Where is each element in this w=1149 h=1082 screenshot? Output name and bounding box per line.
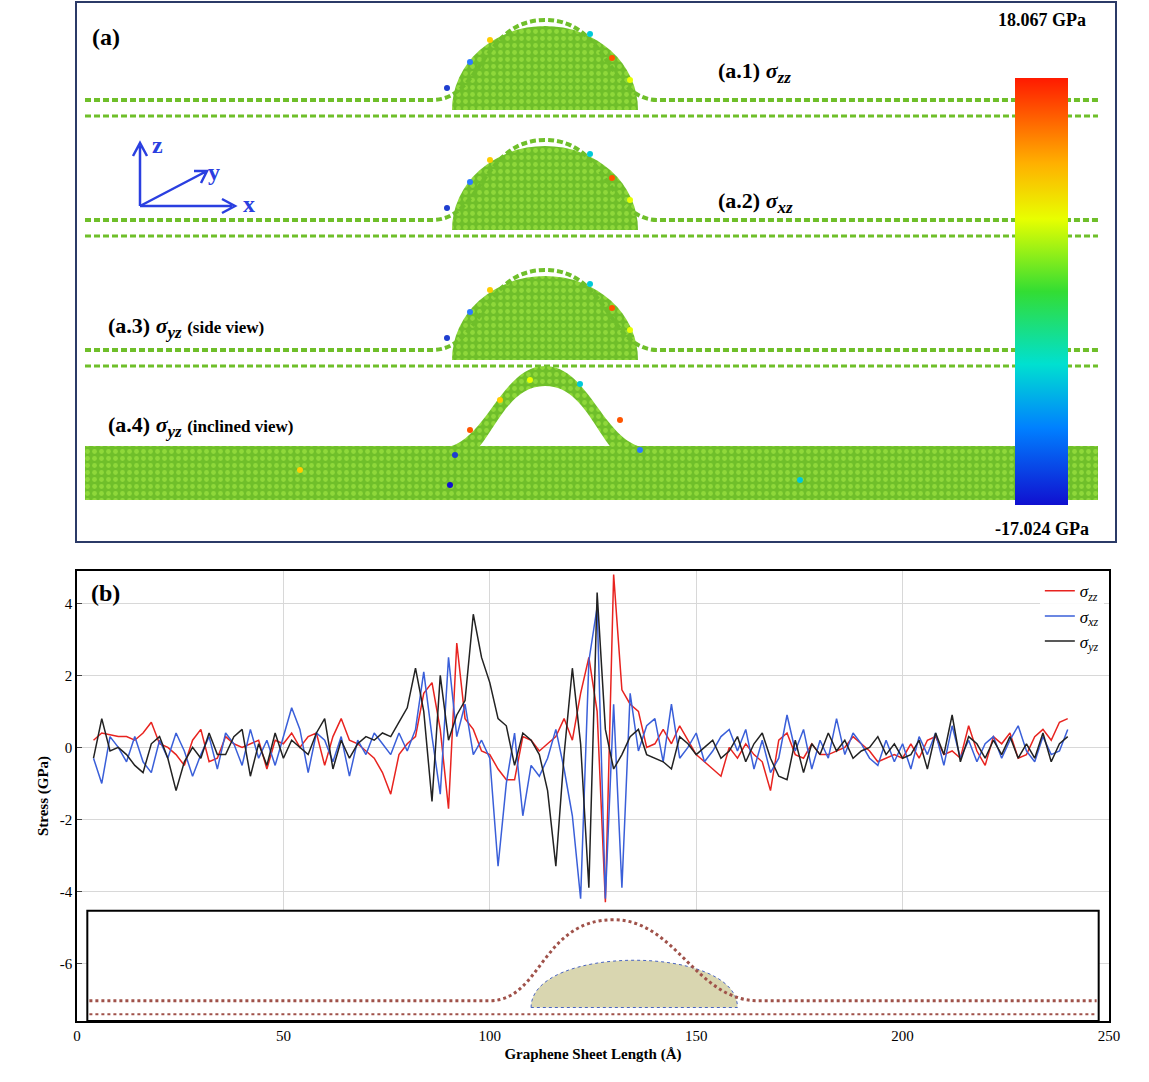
svg-text:(a.4) σyz (inclined view): (a.4) σyz (inclined view) <box>108 412 293 441</box>
svg-text:2: 2 <box>65 668 73 684</box>
svg-text:100: 100 <box>479 1028 502 1044</box>
svg-text:(a.2) σxz: (a.2) σxz <box>718 188 793 217</box>
svg-text:Graphene Sheet Length (Å): Graphene Sheet Length (Å) <box>504 1046 681 1063</box>
svg-text:(a.1) σzz: (a.1) σzz <box>718 58 791 87</box>
svg-text:x: x <box>243 191 255 217</box>
svg-text:-6: -6 <box>60 956 73 972</box>
svg-text:σ​xz​: σ​xz​ <box>1080 608 1099 630</box>
svg-text:0: 0 <box>73 1028 81 1044</box>
svg-text:z: z <box>152 132 163 158</box>
svg-text:Stress (GPa): Stress (GPa) <box>35 756 52 836</box>
svg-text:150: 150 <box>685 1028 708 1044</box>
svg-text:250: 250 <box>1098 1028 1121 1044</box>
svg-text:4: 4 <box>65 596 73 612</box>
svg-text:50: 50 <box>276 1028 291 1044</box>
svg-text:σ​zz​: σ​zz​ <box>1080 582 1098 604</box>
svg-text:y: y <box>208 159 220 185</box>
svg-text:-2: -2 <box>60 812 73 828</box>
svg-text:0: 0 <box>65 740 73 756</box>
svg-text:-17.024 GPa: -17.024 GPa <box>995 519 1089 539</box>
svg-text:(a.3) σyz (side view): (a.3) σyz (side view) <box>108 313 264 342</box>
svg-text:200: 200 <box>891 1028 914 1044</box>
svg-text:18.067 GPa: 18.067 GPa <box>998 10 1086 30</box>
svg-text:(a): (a) <box>92 24 120 50</box>
svg-text:(b): (b) <box>91 580 120 606</box>
svg-text:σ​yz​: σ​yz​ <box>1080 633 1099 655</box>
svg-text:-4: -4 <box>60 884 73 900</box>
